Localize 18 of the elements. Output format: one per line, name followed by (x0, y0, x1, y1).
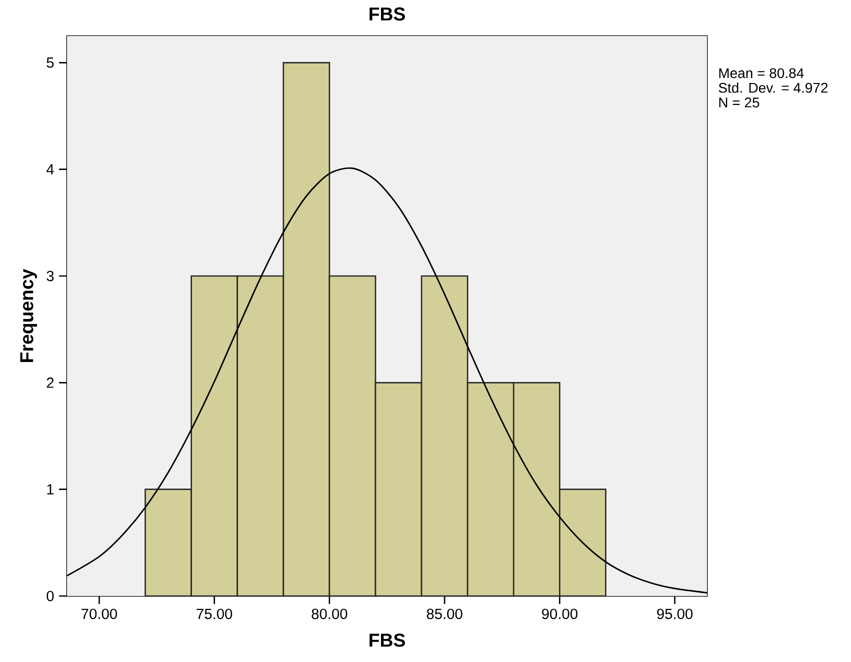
text: N = 25 (719, 98, 760, 108)
text: Std. Dev. = 4.972 (718, 82, 828, 93)
y-tick-label: 2 (46, 378, 54, 388)
text: Mean = 80.84 (719, 68, 804, 78)
x-axis-title: FBS (370, 634, 405, 647)
chart-title: FBS (370, 7, 405, 21)
y-tick-label: 0 (46, 590, 54, 602)
x-tick-label: 80.00 (312, 608, 348, 620)
y-tick-label: 3 (46, 270, 54, 282)
y-tick-label: 4 (46, 164, 54, 174)
x-tick-label: 90.00 (542, 608, 578, 620)
y-axis-title: Frequency (20, 268, 37, 362)
y-tick-label: 5 (46, 58, 54, 68)
x-tick-label: 70.00 (82, 608, 117, 620)
x-tick-label: 95.00 (657, 608, 693, 620)
y-tick-label: 1 (47, 484, 54, 494)
x-tick-label: 75.00 (196, 608, 232, 620)
x-tick-label: 85.00 (426, 608, 462, 620)
